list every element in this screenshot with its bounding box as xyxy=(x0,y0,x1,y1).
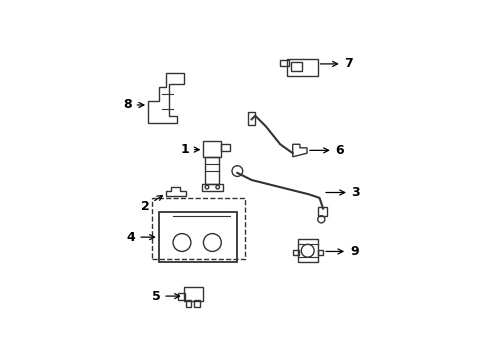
Bar xyxy=(287,59,317,76)
Text: 7: 7 xyxy=(320,57,352,71)
Bar xyxy=(183,287,203,301)
Bar xyxy=(317,207,326,216)
Text: 8: 8 xyxy=(123,99,143,112)
Text: 3: 3 xyxy=(325,186,360,199)
Bar xyxy=(203,141,221,157)
Text: 4: 4 xyxy=(126,231,154,244)
Bar xyxy=(247,112,255,125)
Bar xyxy=(178,293,184,300)
Bar xyxy=(194,300,200,307)
Text: 9: 9 xyxy=(325,245,358,258)
Bar xyxy=(298,239,317,262)
Bar xyxy=(292,249,299,255)
Bar xyxy=(221,144,230,152)
Bar xyxy=(151,198,244,258)
Bar xyxy=(201,184,223,191)
Bar xyxy=(290,62,301,71)
Text: 2: 2 xyxy=(141,195,162,213)
Bar xyxy=(317,249,323,255)
Bar xyxy=(280,60,288,66)
Bar xyxy=(185,300,190,307)
Bar xyxy=(159,212,237,262)
Text: 6: 6 xyxy=(309,144,344,157)
Bar xyxy=(205,157,219,184)
Text: 1: 1 xyxy=(180,143,199,156)
Text: 5: 5 xyxy=(151,289,179,303)
